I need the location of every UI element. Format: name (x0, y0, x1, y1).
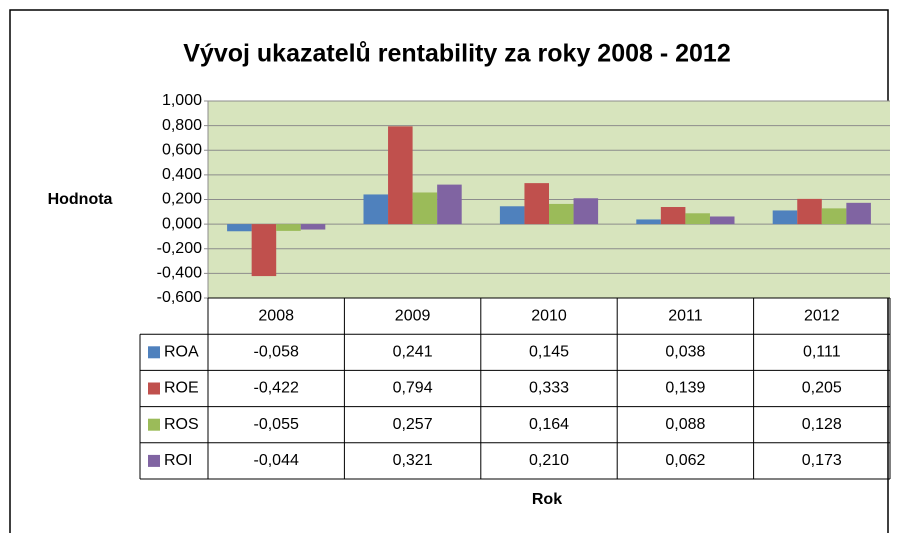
data-label: 0,139 (665, 380, 705, 397)
data-label: 0,321 (393, 452, 433, 469)
x-tick-label: 2009 (395, 307, 431, 324)
y-tick-label: -0,200 (157, 240, 202, 257)
bar (846, 202, 871, 225)
legend-label: ROA (164, 344, 199, 361)
legend-key (148, 454, 160, 467)
bar (437, 184, 462, 225)
bar (797, 198, 822, 225)
y-tick-label: 0,600 (162, 141, 202, 158)
y-tick-label: -0,400 (157, 265, 202, 282)
bar (412, 192, 438, 225)
x-tick-label: 2011 (668, 307, 703, 324)
legend-key (148, 382, 160, 395)
data-label: 0,088 (665, 416, 705, 433)
legend-label: ROE (164, 380, 199, 397)
data-label: -0,044 (254, 452, 299, 469)
bar (276, 224, 301, 231)
bar (636, 219, 661, 225)
data-label: 0,333 (529, 380, 569, 397)
y-tick-label: 0,000 (162, 215, 202, 232)
y-tick-label: 0,200 (162, 191, 202, 208)
data-label: 0,205 (802, 380, 842, 397)
data-label: 0,164 (529, 416, 569, 433)
y-axis-title: Hodnota (48, 191, 113, 208)
data-label: 0,794 (393, 380, 433, 397)
legend-key (148, 346, 160, 359)
data-label: 0,173 (802, 452, 842, 469)
bar (685, 213, 710, 225)
bar (300, 224, 326, 230)
y-tick-label: 0,800 (162, 117, 202, 134)
bar (251, 224, 277, 277)
bar (227, 224, 252, 232)
y-tick-label: 0,400 (162, 166, 202, 183)
data-label: 0,257 (393, 416, 433, 433)
data-label: -0,055 (254, 416, 299, 433)
legend-label: ROI (164, 452, 192, 469)
data-label: 0,241 (393, 344, 433, 361)
bar (549, 203, 574, 225)
chart-title: Vývoj ukazatelů rentability za roky 2008… (183, 40, 731, 68)
bar (524, 183, 549, 225)
data-label: 0,210 (529, 452, 569, 469)
data-label: 0,062 (665, 452, 705, 469)
x-tick-label: 2010 (531, 307, 567, 324)
x-tick-label: 2008 (258, 307, 294, 324)
data-label: 0,038 (665, 344, 705, 361)
data-label: 0,111 (803, 344, 841, 361)
bar (499, 206, 525, 225)
bar (573, 198, 599, 225)
legend-label: ROS (164, 416, 199, 433)
x-tick-label: 2012 (804, 307, 840, 324)
data-label: 0,145 (529, 344, 569, 361)
bar (772, 210, 798, 225)
y-tick-label: -0,600 (157, 289, 202, 306)
legend-key (148, 418, 160, 431)
bar (660, 207, 686, 225)
data-label: -0,058 (254, 344, 299, 361)
bar (821, 208, 847, 225)
x-axis-title: Rok (532, 491, 562, 508)
bar (709, 216, 735, 225)
bar (363, 194, 389, 225)
y-tick-label: 1,000 (162, 92, 202, 109)
data-label: 0,128 (802, 416, 842, 433)
data-label: -0,422 (254, 380, 299, 397)
bar (388, 126, 413, 225)
